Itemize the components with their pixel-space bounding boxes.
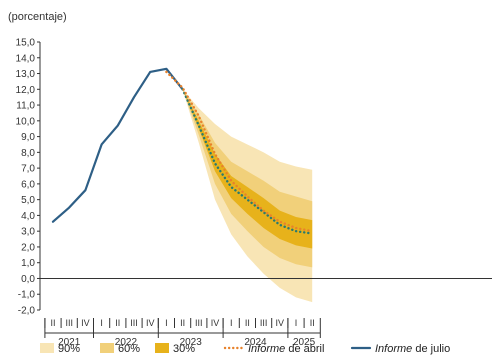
legend-label: 60%	[118, 343, 140, 355]
y-tick-label: 15,0	[16, 38, 36, 49]
legend-swatch-60pct	[100, 343, 114, 353]
quarter-label: III	[65, 318, 73, 328]
y-tick-label: 14,0	[16, 53, 36, 64]
series-line-informe-de-julio-dotted	[181, 88, 314, 235]
y-tick-label: -2,0	[18, 306, 36, 317]
axes: -2,0 -1,0 0,0 1,0 2,0 3,0 4,0 5,0 6,0 7,0 8,0 9,0 10…	[16, 38, 492, 348]
quarter-label: II	[310, 318, 315, 328]
quarter-label: I	[100, 318, 103, 328]
y-tick-label: 12,0	[16, 85, 36, 96]
quarter-label: III	[195, 318, 203, 328]
series-lines	[51, 67, 314, 235]
year-label: 2024	[244, 337, 267, 348]
quarter-label: III	[130, 318, 138, 328]
quarter-label: I	[295, 318, 298, 328]
y-tick-label: 2,0	[21, 242, 35, 253]
fan-bands	[182, 89, 313, 303]
quarter-label: I	[230, 318, 233, 328]
quarter-label: IV	[81, 318, 90, 328]
quarter-label: IV	[211, 318, 220, 328]
y-tick-label: 5,0	[21, 195, 35, 206]
legend-label: 30%	[173, 343, 195, 355]
quarter-label: III	[260, 318, 268, 328]
y-tick-label: 10,0	[16, 116, 36, 127]
y-tick-label: 7,0	[21, 164, 35, 175]
y-tick-label: 9,0	[21, 132, 35, 143]
year-label: 2025	[293, 337, 316, 348]
quarter-label: IV	[146, 318, 155, 328]
y-tick-label: 8,0	[21, 148, 35, 159]
year-label: 2023	[180, 337, 203, 348]
y-tick-label: 6,0	[21, 179, 35, 190]
year-label: 2021	[58, 337, 81, 348]
y-tick-label: 1,0	[21, 258, 35, 269]
legend-label: Informe de julio	[375, 343, 450, 355]
legend: 90% 60% 30% Informe de abril Informe de juli…	[40, 343, 450, 355]
y-tick-label: 3,0	[21, 227, 35, 238]
legend-label: 90%	[58, 343, 80, 355]
series-line-informe-de-julio-solid	[51, 67, 184, 223]
quarter-label: II	[115, 318, 120, 328]
y-tick-label: 11,0	[16, 101, 35, 112]
quarter-label: I	[165, 318, 168, 328]
legend-swatch-90pct	[40, 343, 54, 353]
year-label: 2022	[115, 337, 138, 348]
quarter-label: II	[50, 318, 55, 328]
y-tick-label: 4,0	[21, 211, 35, 222]
quarter-label: II	[180, 318, 185, 328]
fan-band-30pct	[182, 89, 313, 249]
legend-label: Informe de abril	[248, 343, 324, 355]
legend-swatch-30pct	[155, 343, 169, 353]
y-tick-label: 13,0	[16, 69, 36, 80]
quarter-label: II	[245, 318, 250, 328]
y-tick-label: 0,0	[21, 274, 35, 285]
y-axis-unit-label: (porcentaje)	[8, 11, 67, 23]
y-tick-label: -1,0	[18, 290, 36, 301]
series-line-informe-de-abril-dotted	[165, 70, 314, 233]
quarter-label: IV	[276, 318, 285, 328]
